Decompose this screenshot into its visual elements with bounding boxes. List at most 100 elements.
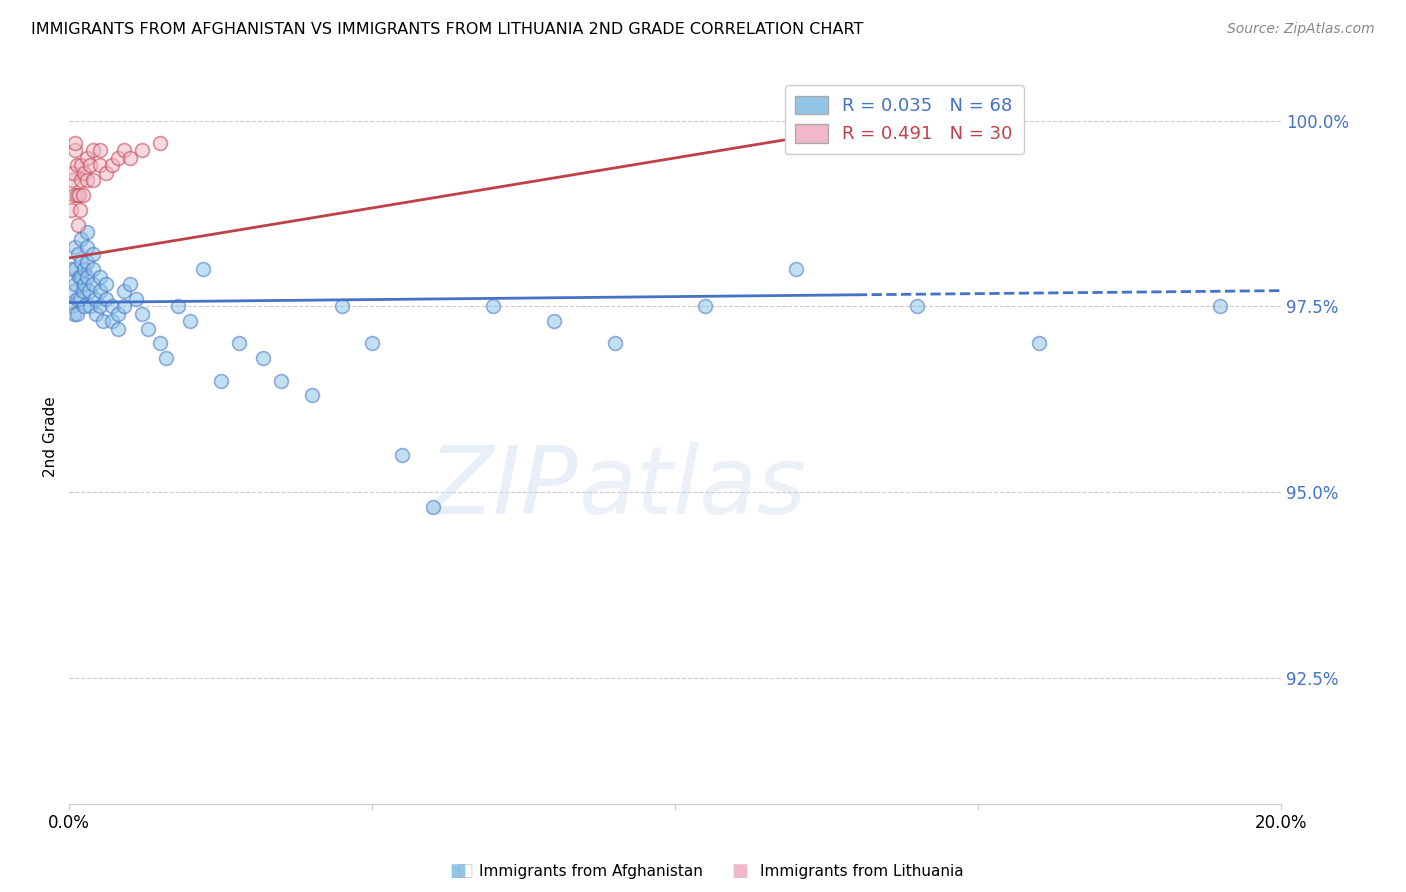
Point [482,299,505,313]
Point [79,299,101,313]
Point [94,277,117,291]
Point [70,232,93,246]
Point [107,321,129,335]
Point [695,299,717,313]
Point [845,128,868,143]
Point [112,285,135,299]
Point [89,158,111,172]
Point [149,136,172,150]
Point [60,299,83,313]
Point [131,307,153,321]
Point [112,299,135,313]
Text: Immigrants from Afghanistan: Immigrants from Afghanistan [479,864,703,879]
Point [82,262,104,277]
Point [330,299,353,313]
Point [65,158,87,172]
Point [82,173,104,187]
Point [65,277,87,291]
Point [62,285,84,299]
Point [155,351,177,366]
Point [77,285,100,299]
Point [391,448,413,462]
Point [76,269,98,284]
Point [67,218,90,232]
Point [65,136,87,150]
Point [361,336,384,351]
Point [66,187,89,202]
Text: □: □ [457,863,474,880]
Point [86,307,108,321]
Point [270,374,292,388]
Point [785,262,807,277]
Point [67,187,90,202]
Point [228,336,250,351]
Point [603,336,626,351]
Point [70,269,93,284]
Point [118,151,141,165]
Point [65,262,87,277]
Point [76,240,98,254]
Point [91,314,114,328]
Text: IMMIGRANTS FROM AFGHANISTAN VS IMMIGRANTS FROM LITHUANIA 2ND GRADE CORRELATION C: IMMIGRANTS FROM AFGHANISTAN VS IMMIGRANT… [31,22,863,37]
Point [301,388,323,402]
Point [89,143,111,157]
Point [73,165,96,179]
Point [63,307,86,321]
Point [70,158,93,172]
Point [89,285,111,299]
Point [1209,299,1232,313]
Point [107,307,129,321]
Point [67,247,90,261]
Point [100,314,122,328]
Text: ■: ■ [450,863,467,880]
Point [112,143,135,157]
Point [65,240,87,254]
Point [76,173,98,187]
Point [69,292,91,306]
Point [60,262,83,277]
Point [100,158,122,172]
Point [149,336,172,351]
Point [67,269,90,284]
Legend: R = 0.035   N = 68, R = 0.491   N = 30: R = 0.035 N = 68, R = 0.491 N = 30 [785,85,1024,154]
Point [72,187,94,202]
Text: Immigrants from Lithuania: Immigrants from Lithuania [761,864,965,879]
Point [907,299,929,313]
Point [62,165,84,179]
Point [76,254,98,268]
Y-axis label: 2nd Grade: 2nd Grade [44,396,58,476]
Point [89,269,111,284]
Point [118,277,141,291]
Point [60,173,83,187]
Point [422,500,444,514]
Point [94,292,117,306]
Point [79,158,101,172]
Point [70,254,93,268]
Point [60,202,83,217]
Point [82,143,104,157]
Point [65,143,87,157]
Point [69,202,91,217]
Point [107,151,129,165]
Point [76,151,98,165]
Point [73,299,96,313]
Text: atlas: atlas [578,442,807,533]
Point [136,321,159,335]
Point [1028,336,1050,351]
Point [191,262,214,277]
Point [100,299,122,313]
Point [94,165,117,179]
Text: ■: ■ [731,863,748,880]
Point [72,285,94,299]
Point [63,187,86,202]
Point [70,173,93,187]
Point [66,307,89,321]
Point [125,292,148,306]
Point [543,314,565,328]
Point [73,262,96,277]
Point [83,292,105,306]
Point [252,351,274,366]
Point [179,314,201,328]
Text: ZIP: ZIP [429,442,578,533]
Point [65,292,87,306]
